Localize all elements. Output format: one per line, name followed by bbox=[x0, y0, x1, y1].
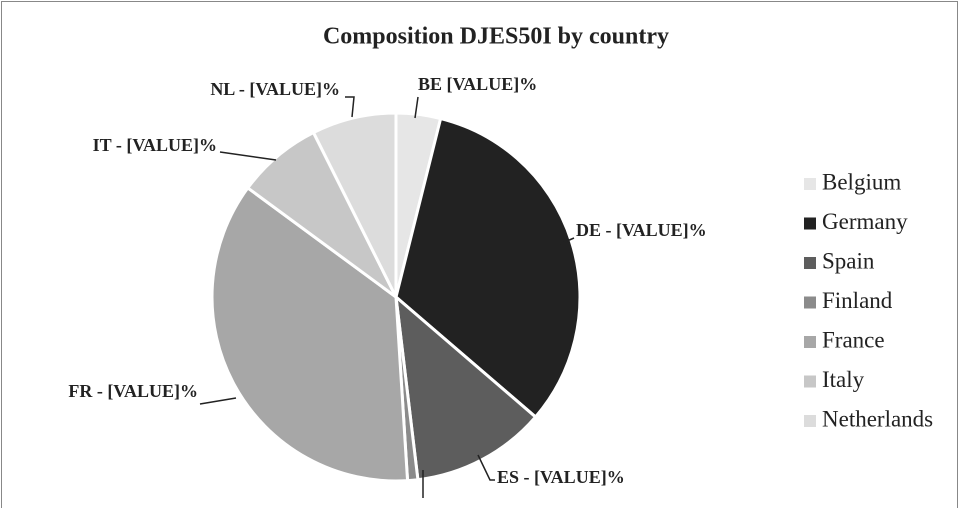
legend-swatch bbox=[804, 375, 816, 388]
leader-line bbox=[477, 454, 495, 481]
data-label: FR - [VALUE]% bbox=[68, 381, 198, 401]
leader-line bbox=[414, 96, 419, 119]
leader-line bbox=[559, 237, 575, 245]
chart-title: Composition DJES50I by country bbox=[323, 24, 669, 50]
pie-slice bbox=[394, 293, 538, 482]
pie-slice bbox=[311, 111, 398, 298]
legend-label: Finland bbox=[822, 288, 893, 313]
legend-label: Belgium bbox=[822, 169, 901, 194]
legend-label: Spain bbox=[822, 248, 875, 273]
legend-swatch bbox=[804, 415, 816, 427]
data-label: BE [VALUE]% bbox=[418, 74, 537, 94]
legend-label: Italy bbox=[822, 367, 865, 392]
legend-swatch bbox=[804, 257, 816, 269]
leader-line bbox=[219, 151, 277, 161]
pie-slice bbox=[210, 185, 410, 483]
legend-label: Germany bbox=[822, 209, 908, 234]
legend-swatch bbox=[804, 296, 816, 309]
legend-swatch bbox=[804, 217, 816, 230]
pie-slice bbox=[394, 116, 582, 420]
legend-swatch bbox=[804, 178, 816, 190]
data-label: ES - [VALUE]% bbox=[497, 467, 625, 487]
data-label: IT - [VALUE]% bbox=[93, 135, 217, 155]
legend-swatch bbox=[804, 336, 816, 348]
leader-line bbox=[345, 96, 355, 118]
leader-line bbox=[199, 397, 237, 405]
data-label: DE - [VALUE]% bbox=[576, 220, 707, 240]
data-label: NL - [VALUE]% bbox=[210, 79, 340, 99]
legend-label: Netherlands bbox=[822, 406, 933, 431]
legend-label: France bbox=[822, 327, 885, 352]
